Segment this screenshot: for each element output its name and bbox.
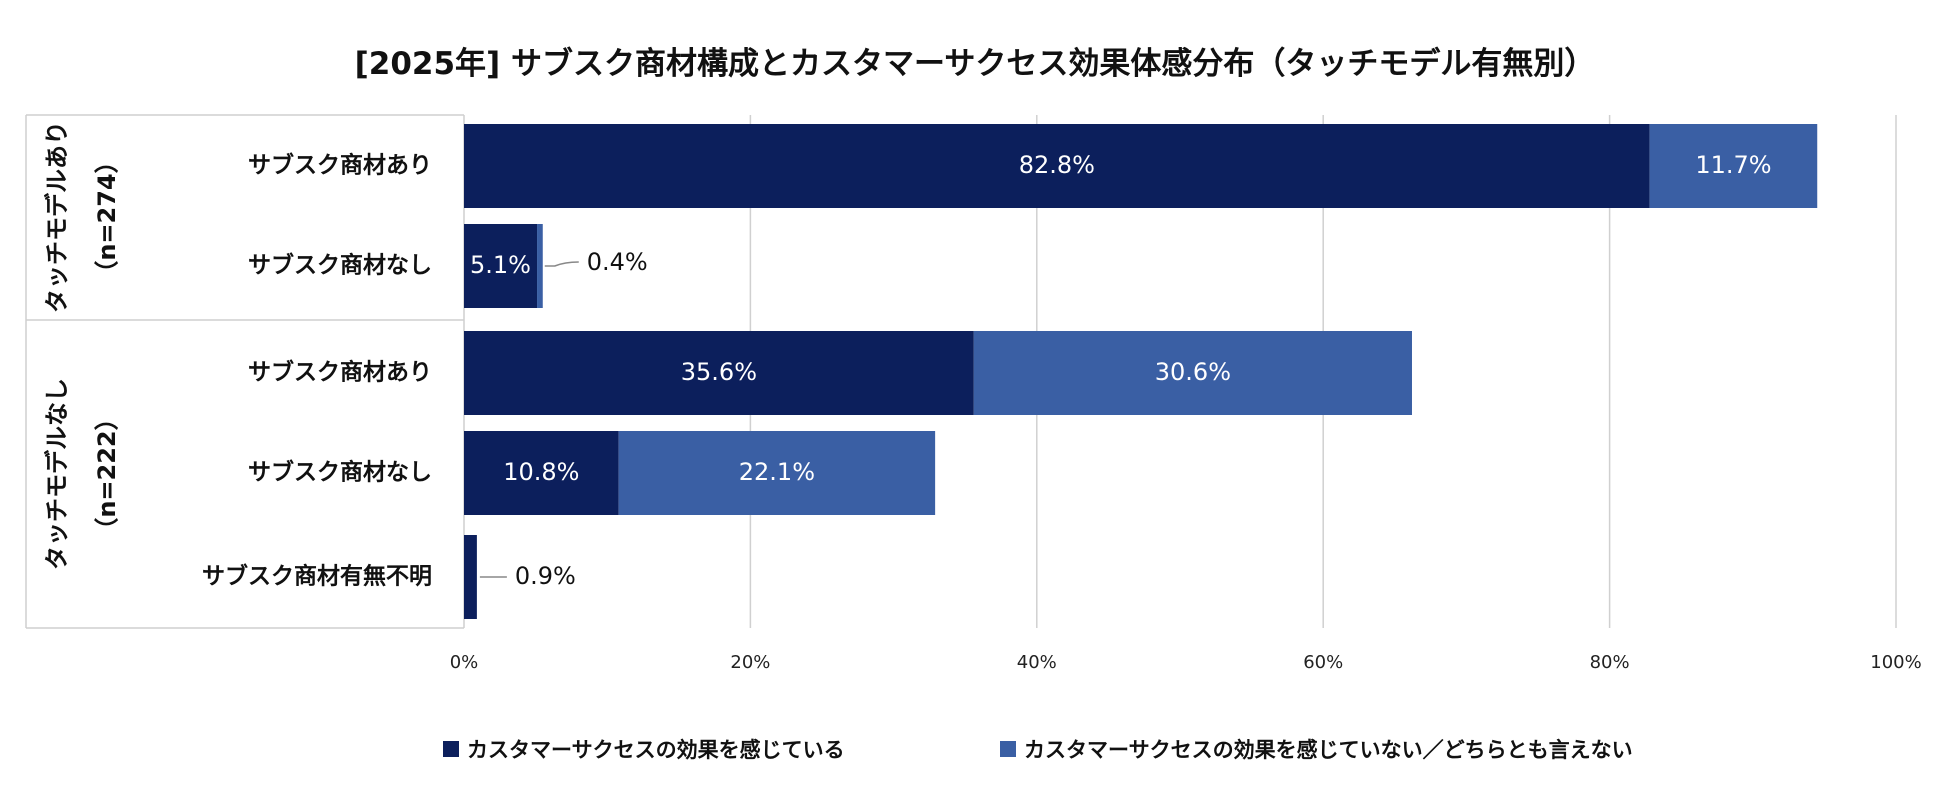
- category-label: サブスク商材あり: [248, 359, 432, 386]
- bar-segment-positive: [464, 124, 1650, 208]
- data-label-positive: 5.1%: [470, 251, 531, 279]
- bar-segment-negative: [973, 331, 1412, 415]
- category-label: サブスク商材なし: [248, 459, 432, 486]
- data-label-negative: 0.4%: [587, 248, 648, 276]
- legend-label-negative: カスタマーサクセスの効果を感じていない／どちらとも言えない: [1024, 738, 1633, 762]
- legend-swatch-negative: [1000, 741, 1016, 757]
- bar-segment-negative: [618, 431, 936, 515]
- data-label-negative: 11.7%: [1695, 151, 1771, 179]
- group-n-label: （n=222）: [93, 406, 121, 541]
- category-label: サブスク商材有無不明: [202, 563, 432, 590]
- chart-title: [2025年] サブスク商材構成とカスタマーサクセス効果体感分布（タッチモデル有…: [354, 46, 1596, 82]
- legend-swatch-positive: [443, 741, 459, 757]
- group-n-label: （n=274）: [93, 149, 121, 284]
- bar-segment-positive: [464, 431, 619, 515]
- data-label-negative: 30.6%: [1155, 358, 1231, 386]
- bar-segment-positive: [464, 331, 974, 415]
- category-label: サブスク商材あり: [248, 152, 432, 179]
- x-tick-label: 100%: [1870, 652, 1921, 673]
- group-label: タッチモデルあり: [43, 121, 71, 313]
- bar-segment-negative: [1649, 124, 1818, 208]
- bar-segment-negative: [537, 224, 543, 308]
- bar-segment-positive: [464, 224, 538, 308]
- data-label-leader: [544, 261, 579, 267]
- group-label: タッチモデルなし: [43, 378, 71, 570]
- chart-canvas: 0% 20% 40% 60% 80% 100% タッチモデルあり （n=274） タッチモデルな…: [25, 114, 1922, 673]
- x-tick-label: 0%: [450, 652, 479, 673]
- legend-item-negative: カスタマーサクセスの効果を感じていない／どちらとも言えない: [1000, 736, 1633, 762]
- x-tick-label: 40%: [1017, 652, 1057, 673]
- data-label-positive: 82.8%: [1019, 151, 1095, 179]
- data-label-positive: 10.8%: [503, 458, 579, 486]
- category-label: サブスク商材なし: [248, 252, 432, 279]
- data-label-positive: 0.9%: [515, 562, 576, 590]
- x-tick-label: 80%: [1590, 652, 1630, 673]
- legend-item-positive: カスタマーサクセスの効果を感じている: [443, 736, 845, 762]
- bar-segment-positive: [464, 535, 477, 619]
- legend-label-positive: カスタマーサクセスの効果を感じている: [467, 738, 845, 762]
- data-label-negative: 22.1%: [739, 458, 815, 486]
- data-label-positive: 35.6%: [681, 358, 757, 386]
- x-tick-label: 60%: [1303, 652, 1343, 673]
- x-tick-label: 20%: [730, 652, 770, 673]
